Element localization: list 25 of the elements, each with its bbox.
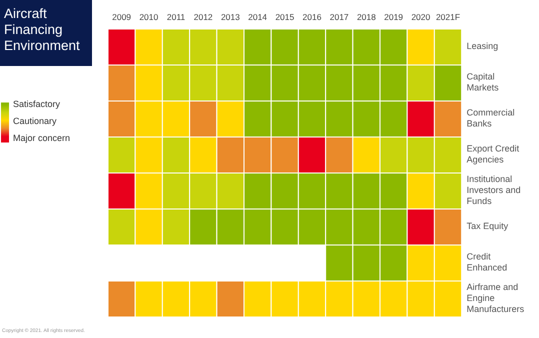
y-tick-label: Leasing xyxy=(466,41,498,52)
x-tick-label: 2010 xyxy=(139,12,159,22)
x-tick-label: 2015 xyxy=(275,12,295,22)
y-tick-label: Tax Equity xyxy=(466,221,509,232)
y-tick-label: Institutional Investors and Funds xyxy=(466,174,521,206)
color-bar-label: Major concern xyxy=(13,132,70,143)
y-tick-label: Commercial Banks xyxy=(466,108,515,129)
y-tick-label: Capital Markets xyxy=(466,72,500,93)
x-tick-label: 2014 xyxy=(248,12,268,22)
x-tick-label: 2018 xyxy=(356,12,376,22)
chart-title: Aircraft Financing Environment xyxy=(4,6,80,53)
x-tick-label: 2016 xyxy=(302,12,322,22)
x-tick-label: 2012 xyxy=(194,12,213,22)
y-tick-label: Export Credit Agencies xyxy=(466,144,520,165)
color-bar-label: Satisfactory xyxy=(13,98,61,109)
x-tick-label: 2020 xyxy=(411,12,431,22)
y-tick-label: Airframe and Engine Manufacturers xyxy=(466,282,525,314)
color-bar-label: Cautionary xyxy=(13,116,58,126)
x-tick-label: 2017 xyxy=(330,12,349,22)
x-tick-label: 2011 xyxy=(166,12,186,22)
y-tick-label: Credit Enhanced xyxy=(466,252,508,273)
x-tick-label: 2013 xyxy=(220,12,240,22)
x-tick-label: 2009 xyxy=(112,12,132,22)
x-tick-label: 2021F xyxy=(436,12,460,22)
x-tick-label: 2019 xyxy=(384,12,404,22)
